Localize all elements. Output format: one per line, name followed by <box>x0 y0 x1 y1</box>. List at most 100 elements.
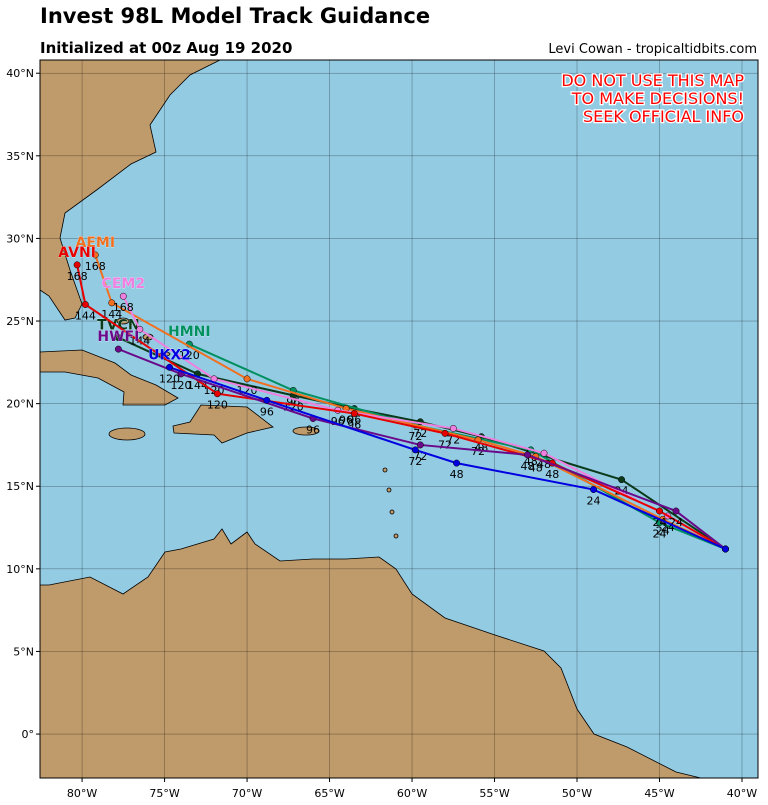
forecast-hour: 24 <box>653 528 667 541</box>
track-point <box>449 424 457 432</box>
track-point <box>441 429 449 437</box>
y-tick-label: 40°N <box>6 67 34 80</box>
forecast-hour: 144 <box>75 310 96 323</box>
track-point <box>136 325 144 333</box>
forecast-hour: 48 <box>529 462 543 475</box>
forecast-hour: 120 <box>159 372 180 385</box>
model-name: HMNI <box>168 324 211 340</box>
north-america <box>40 60 221 321</box>
track-point <box>114 334 122 342</box>
forecast-hour: 24 <box>587 495 601 508</box>
track-point <box>672 507 680 515</box>
forecast-hour: 72 <box>408 430 422 443</box>
track-point <box>91 251 99 259</box>
warning-line: DO NOT USE THIS MAP <box>561 71 744 90</box>
forecast-hour: 96 <box>347 414 361 427</box>
y-tick-label: 0° <box>22 728 35 741</box>
track-point <box>350 410 358 417</box>
island <box>393 533 399 539</box>
track-line <box>188 343 726 550</box>
island <box>386 487 392 493</box>
track-point <box>114 345 122 353</box>
island <box>382 467 388 473</box>
model-name: TVCN <box>97 318 139 334</box>
forecast-hour: 24 <box>656 524 670 537</box>
model-name: CEM2 <box>102 276 146 292</box>
track-point <box>119 292 127 300</box>
y-tick-label: 15°N <box>6 480 34 493</box>
track-point <box>411 446 419 454</box>
model-name: HWFI <box>97 329 139 345</box>
track-point <box>243 375 251 383</box>
model-name: AVNI <box>58 245 96 261</box>
track-line <box>94 254 726 550</box>
model-name: UKX2 <box>148 347 191 363</box>
puerto-rico <box>292 426 320 436</box>
forecast-hour: 96 <box>306 424 320 437</box>
track-point <box>590 486 597 493</box>
land <box>40 60 703 778</box>
x-tick-label: 60°W <box>397 787 427 800</box>
x-tick-label: 80°W <box>67 787 97 800</box>
forecast-hour: 96 <box>260 405 274 418</box>
south-america <box>40 528 703 778</box>
forecast-hour: 72 <box>413 427 427 440</box>
forecast-hour: 72 <box>438 438 452 451</box>
forecast-hour: 120 <box>171 379 192 392</box>
model-name: AEMI <box>75 235 115 251</box>
frame <box>39 59 759 779</box>
track-point <box>166 363 173 371</box>
cuba <box>40 349 179 406</box>
y-tick-label: 25°N <box>6 315 34 328</box>
forecast-hour: 120 <box>207 399 228 412</box>
axes: 80°W 75°W 70°W 65°W 60°W 55°W 50°W 45°W 40°W 0° 5°… <box>6 67 757 800</box>
track-point <box>540 449 548 457</box>
x-tick-label: 45°W <box>644 787 674 800</box>
y-tick-label: 35°N <box>6 150 34 163</box>
track-point <box>656 507 663 515</box>
forecast-hour: 168 <box>113 301 134 314</box>
y-tick-label: 20°N <box>6 398 34 411</box>
y-tick-label: 10°N <box>6 563 34 576</box>
x-tick-label: 55°W <box>479 787 509 800</box>
hispaniola <box>172 404 274 444</box>
credit: Levi Cowan - tropicaltidbits.com <box>548 42 757 57</box>
track-point <box>618 476 626 484</box>
x-tick-label: 50°W <box>562 787 592 800</box>
warning-line: TO MAKE DECISIONS! <box>571 89 744 108</box>
x-tick-label: 75°W <box>149 787 179 800</box>
track-point <box>73 261 81 269</box>
forecast-hour: 24 <box>653 516 667 529</box>
track-line <box>76 264 726 550</box>
grid <box>40 60 758 778</box>
x-tick-label: 65°W <box>314 787 344 800</box>
x-tick-label: 40°W <box>727 787 757 800</box>
y-tick-label: 5°N <box>13 645 34 658</box>
warning-line: SEEK OFFICIAL INFO <box>583 107 744 126</box>
track-point <box>416 441 424 449</box>
track-point <box>453 459 461 467</box>
subtitle: Initialized at 00z Aug 19 2020 <box>40 39 292 57</box>
jamaica <box>108 427 146 441</box>
track-point <box>722 545 729 553</box>
track-line <box>169 366 726 550</box>
forecast-hour: 168 <box>67 270 88 283</box>
x-tick-label: 70°W <box>232 787 262 800</box>
track-point <box>213 390 221 398</box>
y-tick-label: 30°N <box>6 232 34 245</box>
track-point <box>81 301 89 308</box>
track-point <box>263 396 271 404</box>
forecast-hour: 48 <box>521 460 535 473</box>
island <box>389 509 395 515</box>
forecast-hour: 48 <box>545 468 559 481</box>
forecast-hour: 48 <box>450 468 464 481</box>
forecast-hour: 72 <box>408 455 422 468</box>
forecast-hour: 72 <box>471 445 485 458</box>
forecast-hour: 96 <box>339 414 353 427</box>
title: Invest 98L Model Track Guidance <box>40 4 430 28</box>
track-point <box>524 451 531 459</box>
